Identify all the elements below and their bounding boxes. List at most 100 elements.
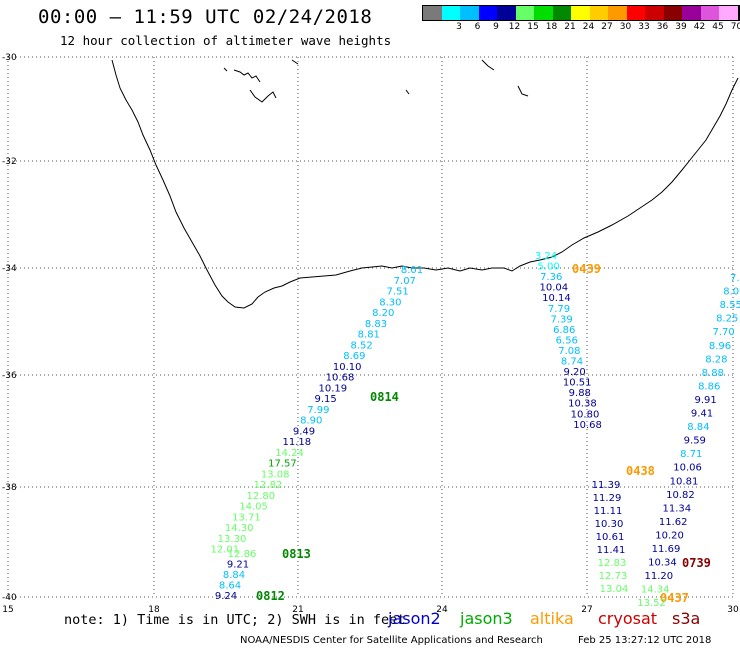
wave-height-value: 8.30 (379, 297, 401, 308)
wave-height-value: 7.51 (386, 287, 408, 298)
wave-height-value: 10.82 (666, 490, 695, 501)
latitude-label: -30 (2, 53, 17, 63)
legend-label: 3 (456, 22, 462, 32)
wave-height-value: 10.14 (542, 293, 571, 304)
longitude-label: 21 (292, 605, 303, 615)
island-6 (517, 85, 529, 97)
page-subtitle: 12 hour collection of altimeter wave hei… (60, 33, 392, 48)
wave-height-value: 14.24 (275, 448, 304, 459)
legend-swatch (589, 6, 608, 20)
wave-height-value: 8.90 (300, 416, 322, 427)
wave-height-value: 11.69 (652, 544, 681, 555)
legend-label: 9 (493, 22, 499, 32)
wave-height-value: 8.88 (702, 368, 724, 379)
wave-height-value: 7.99 (307, 405, 329, 416)
latitude-label: -40 (2, 593, 17, 603)
wave-height-value: 8.28 (705, 354, 727, 365)
pass-time-label: 0437 (660, 591, 689, 605)
wave-height-value: 9.91 (694, 395, 716, 406)
wave-height-value: 10.34 (648, 558, 677, 569)
wave-height-value: 10.81 (670, 476, 699, 487)
latitude-label: -36 (2, 371, 17, 381)
legend-label: 24 (582, 22, 595, 32)
legend-label: 27 (601, 22, 613, 32)
wave-height-value: 10.80 (571, 409, 600, 420)
longitude-label: 30 (727, 605, 739, 615)
legend-swatch (460, 6, 479, 20)
latitude-labels: -30 -32 -34 -36 -38 -40 (2, 53, 17, 603)
legend-swatch (719, 6, 738, 20)
legend-swatch (515, 6, 534, 20)
wave-height-value: 12.82 (254, 480, 283, 491)
longitude-label: 27 (581, 605, 592, 615)
wave-height-value: 11.29 (593, 493, 622, 504)
wave-height-value: 8.81 (358, 330, 380, 341)
legend-label: 42 (693, 22, 706, 32)
map-grid (7, 56, 734, 598)
island-4 (291, 59, 299, 65)
wave-height-value: 9.20 (563, 367, 585, 378)
wave-height-value: 9.21 (227, 560, 249, 571)
legend-label: 18 (545, 22, 558, 32)
wave-height-value: 10.19 (318, 383, 347, 394)
legend-swatch (478, 6, 497, 20)
legend-swatch (441, 6, 460, 20)
wave-height-value: 8.86 (698, 381, 720, 392)
wave-height-value: 7.39 (550, 314, 572, 325)
longitude-labels: 15 18 21 24 27 30 (2, 605, 739, 615)
wave-height-value: 13.71 (232, 512, 261, 523)
legend-swatch (423, 6, 442, 20)
wave-height-value: 13.08 (261, 469, 290, 480)
legend-swatch (571, 6, 590, 20)
legend-swatch (700, 6, 719, 20)
legend-label: 15 (527, 22, 539, 32)
legend-swatch (663, 6, 682, 20)
wave-height-value: 12.86 (228, 549, 257, 560)
island-1 (223, 67, 228, 72)
wave-height-value: 8.55 (720, 300, 740, 311)
latitude-label: -38 (2, 483, 17, 493)
longitude-label: 24 (436, 605, 448, 615)
pass-time-label: 0438 (626, 464, 655, 478)
wave-height-value: 8.71 (680, 449, 702, 460)
legend-swatch (552, 6, 571, 20)
legend-swatch (682, 6, 701, 20)
legend-label: 36 (656, 22, 669, 32)
pass-time-label: 0812 (256, 589, 285, 603)
longitude-label: 18 (148, 605, 160, 615)
legend-label: 12 (508, 22, 521, 32)
satellite-name: jason2 (388, 609, 441, 628)
wave-height-value: 8.84 (223, 570, 245, 581)
wave-height-value: 7.9 (730, 273, 740, 284)
wave-height-value: 8.09 (723, 287, 740, 298)
south-africa-coastline (111, 59, 739, 309)
footer-credit: NOAA/NESDIS Center for Satellite Applica… (240, 635, 543, 646)
wave-height-value: 8.69 (343, 351, 365, 362)
latitude-label: -34 (2, 264, 17, 274)
legend-label: 33 (638, 22, 650, 32)
island-5 (481, 59, 495, 71)
island-3 (249, 89, 277, 103)
wave-height-value: 8.25 (716, 314, 738, 325)
wave-height-value: 11.41 (597, 545, 626, 556)
wave-height-value: 10.68 (573, 420, 602, 431)
satellite-name: cryosat (598, 609, 658, 628)
legend-label: 70 (730, 22, 740, 32)
wave-height-value: 9.41 (691, 409, 713, 420)
legend-label: 45 (712, 22, 724, 32)
wave-height-value: 6.86 (553, 325, 575, 336)
lesotho-border (405, 89, 410, 95)
wave-height-value: 11.62 (659, 517, 688, 528)
satellite-name: altika (530, 609, 574, 628)
longitude-label: 15 (2, 605, 13, 615)
wave-height-value: 8.74 (561, 357, 583, 368)
wave-height-value: 9.24 (215, 591, 237, 602)
satellite-name: s3a (672, 609, 701, 628)
altimeter-tracks: 8.017.077.518.308.208.838.818.528.6910.1… (210, 251, 740, 609)
wave-height-value: 8.01 (401, 265, 423, 276)
satellite-name: jason3 (460, 609, 513, 628)
legend-swatch (534, 6, 553, 20)
wave-height-value: 7.08 (558, 346, 580, 357)
